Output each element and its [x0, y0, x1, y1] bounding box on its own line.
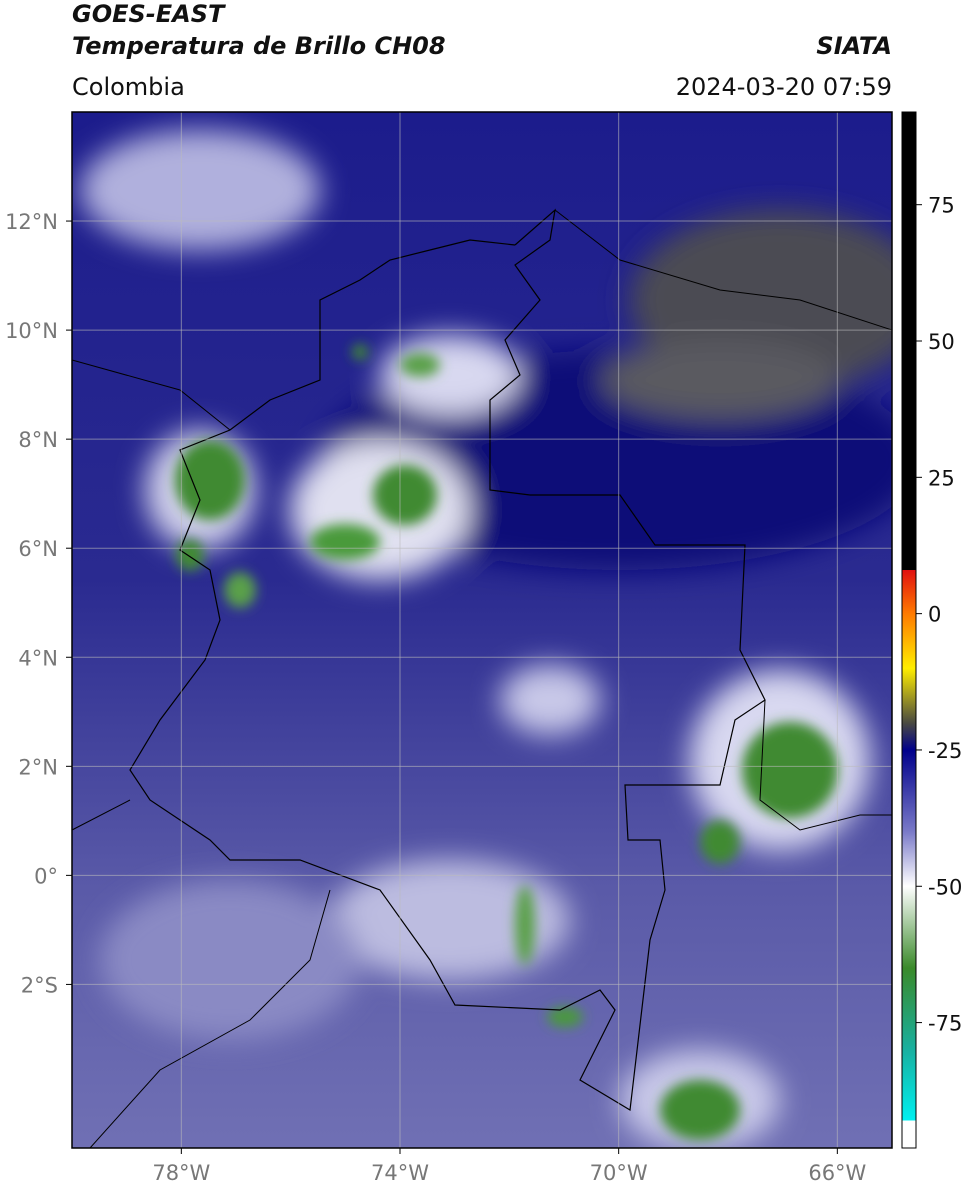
lat-tick-label: 10°N — [5, 319, 58, 343]
colorbar-tick-label: -75 — [928, 1012, 962, 1036]
colorbar-tick-label: -50 — [928, 875, 962, 899]
lat-tick-label: 2°N — [18, 755, 58, 779]
colorbar-tick-label: 75 — [928, 194, 955, 218]
source: SIATA — [816, 32, 892, 60]
map-frame — [71, 111, 893, 1149]
lat-tick-label: 6°N — [18, 537, 58, 561]
colorbar-tick-label: 25 — [928, 466, 955, 490]
lat-tick-label: 12°N — [5, 210, 58, 234]
colorbar-tick-label: 50 — [928, 330, 955, 354]
colorbar-tick-label: -25 — [928, 739, 962, 763]
region: Colombia — [72, 73, 185, 101]
lon-tick-label: 78°W — [152, 1161, 210, 1185]
lat-tick-label: 2°S — [21, 973, 58, 997]
map-image — [72, 112, 892, 1148]
colorbar-tick-label: 0 — [928, 603, 941, 627]
lon-tick-label: 66°W — [808, 1161, 866, 1185]
timestamp: 2024-03-20 07:59 — [676, 73, 892, 101]
lon-tick-label: 74°W — [371, 1161, 429, 1185]
lon-tick-label: 70°W — [590, 1161, 648, 1185]
lat-tick-label: 4°N — [18, 646, 58, 670]
satellite: GOES-EAST — [72, 0, 226, 28]
lat-tick-label: 0° — [34, 864, 58, 888]
colorbar — [901, 111, 917, 1149]
lat-tick-label: 8°N — [18, 428, 58, 452]
product: Temperatura de Brillo CH08 — [72, 32, 446, 60]
